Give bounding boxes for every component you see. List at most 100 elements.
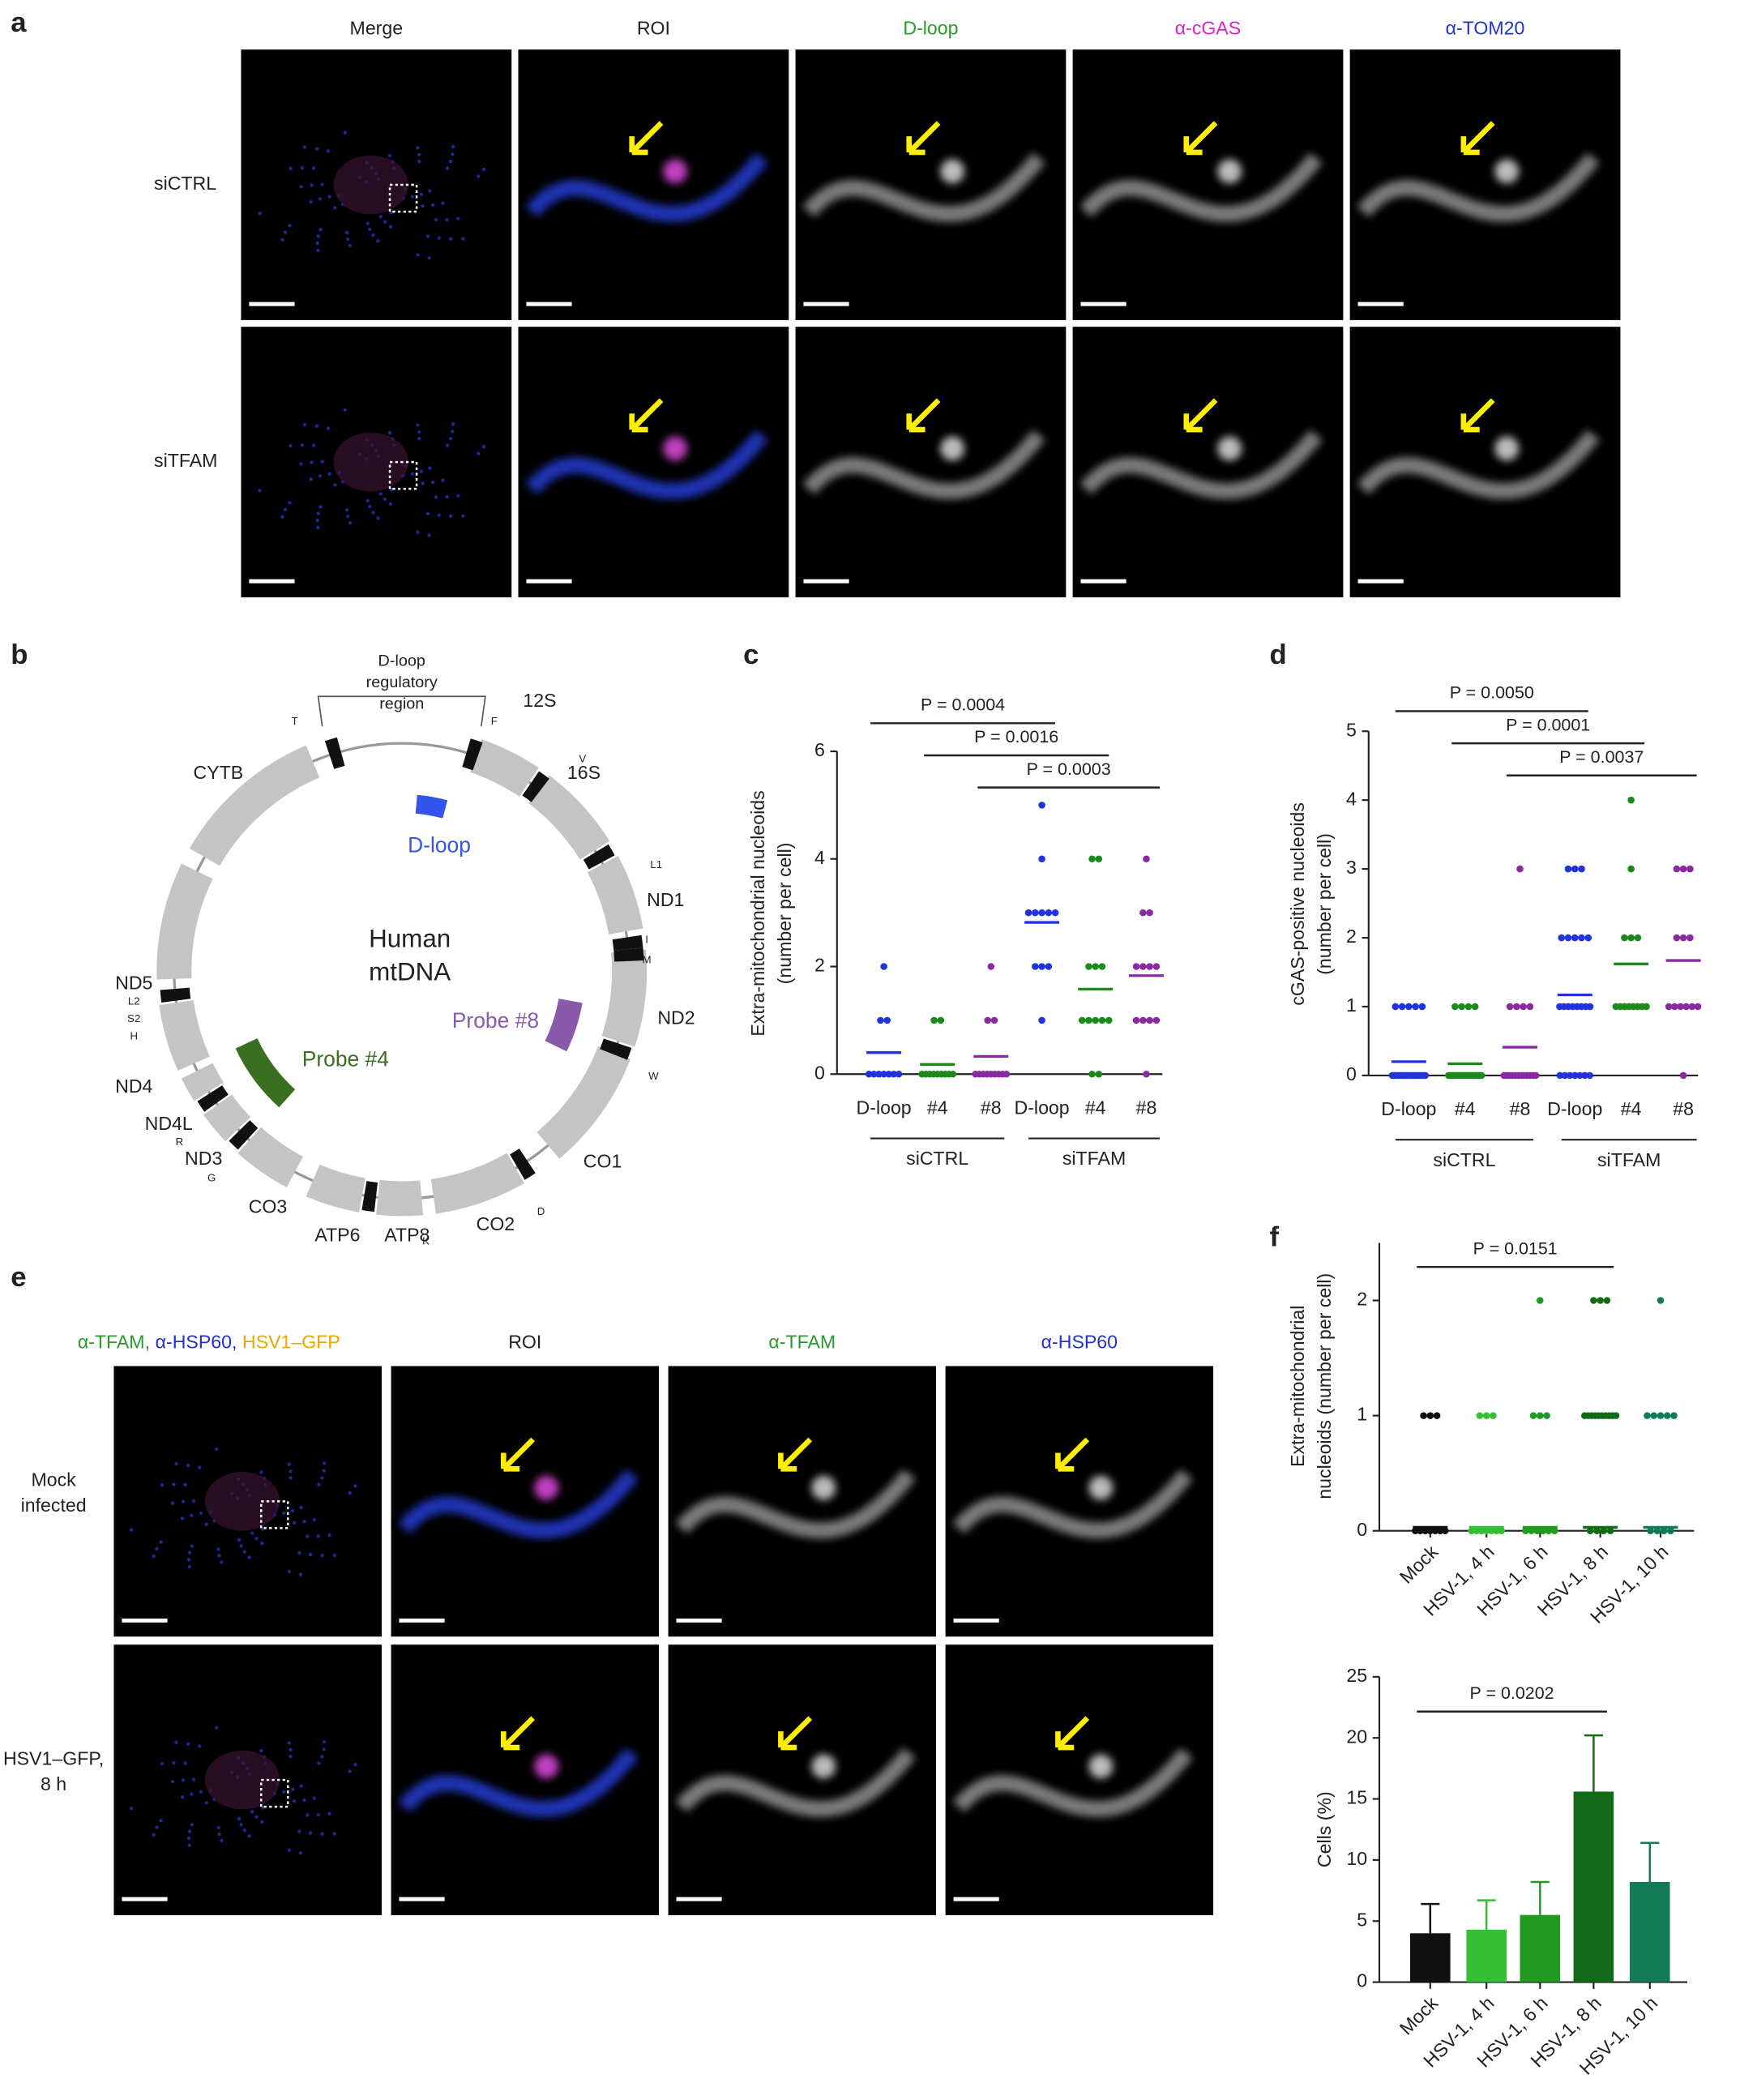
speck: [174, 1740, 178, 1744]
site-mark: [522, 771, 549, 802]
speck: [300, 443, 305, 447]
gene-arrow: [528, 775, 610, 860]
speck: [323, 1739, 327, 1744]
structure: [952, 1747, 1193, 1817]
data-point: [1426, 1527, 1434, 1535]
data-point: [1543, 1412, 1550, 1419]
site-label: L2: [128, 994, 140, 1007]
data-point: [1520, 1003, 1527, 1011]
data-point: [1586, 1003, 1594, 1011]
data-point: [1095, 855, 1103, 863]
data-point: [1561, 1071, 1569, 1080]
structure: [1357, 430, 1600, 499]
center-label: mtDNA: [369, 958, 451, 986]
data-point: [1105, 1016, 1113, 1024]
gene-label: 16S: [567, 762, 601, 783]
data-point: [1586, 1527, 1594, 1535]
data-point: [1677, 1003, 1684, 1011]
speck: [451, 430, 455, 434]
y-tick-label: 1: [1357, 1404, 1367, 1425]
data-point: [1451, 1003, 1459, 1011]
data-point: [1533, 1527, 1541, 1535]
gene-label: CO2: [477, 1213, 515, 1234]
header-label: α-TFAM,: [78, 1331, 150, 1352]
y-tick-label: 4: [814, 847, 825, 868]
spot: [1217, 436, 1242, 461]
y-tick-label: 0: [1346, 1063, 1357, 1084]
speck: [445, 443, 450, 447]
speck: [451, 144, 455, 149]
speck: [348, 1491, 352, 1495]
speck: [172, 1761, 176, 1765]
panel-label: c: [743, 639, 759, 670]
data-point: [1092, 963, 1099, 970]
speck: [419, 469, 424, 473]
y-tick-label: 2: [814, 955, 825, 976]
data-point: [1688, 1003, 1696, 1011]
data-point: [1663, 1412, 1671, 1419]
data-point: [865, 1070, 873, 1078]
structure: [398, 1747, 639, 1817]
speck: [289, 443, 293, 448]
speck: [190, 1513, 194, 1517]
bar: [1520, 1914, 1561, 1982]
data-point: [1657, 1412, 1665, 1419]
y-axis-label: Cells (%): [1314, 1791, 1335, 1867]
speck: [320, 1553, 324, 1558]
site-label: M: [643, 953, 652, 965]
speck: [299, 462, 303, 466]
x-tick-label: #8: [1510, 1098, 1531, 1119]
p-value: P = 0.0001: [1506, 715, 1590, 734]
speck: [260, 1542, 264, 1546]
speck: [327, 195, 331, 199]
speck: [345, 237, 350, 242]
speck: [311, 166, 316, 170]
spot: [940, 436, 965, 461]
data-point: [1488, 1527, 1495, 1535]
probe-label: Probe #8: [452, 1008, 539, 1033]
p-value: P = 0.0016: [974, 727, 1058, 746]
data-point: [1516, 865, 1524, 873]
speck: [389, 211, 394, 215]
speck: [310, 183, 314, 187]
speck: [174, 1461, 178, 1466]
speck: [417, 152, 421, 157]
site-label: G: [207, 1172, 216, 1184]
data-point: [1667, 1527, 1674, 1535]
speck: [430, 480, 435, 485]
speck: [302, 1798, 306, 1803]
data-point: [895, 1070, 903, 1078]
site-mark: [600, 1038, 632, 1060]
structure: [398, 1469, 639, 1539]
y-tick-label: 2: [1357, 1289, 1367, 1310]
column-label: α-HSP60: [1041, 1331, 1118, 1352]
gene-label: ATP6: [314, 1224, 360, 1245]
data-point: [1578, 865, 1585, 873]
speck: [327, 472, 331, 476]
site-mark: [612, 935, 643, 951]
speck: [309, 200, 313, 204]
data-point: [1132, 963, 1140, 970]
data-point: [1085, 1016, 1092, 1024]
speck: [348, 243, 353, 248]
site-label: R: [176, 1136, 184, 1148]
speck: [280, 237, 284, 242]
speck: [204, 1801, 208, 1805]
data-point: [1476, 1412, 1484, 1419]
speck: [199, 1511, 203, 1516]
data-point: [1528, 1527, 1535, 1535]
data-point: [1038, 802, 1045, 809]
x-tick-label: #8: [981, 1097, 1002, 1118]
column-label: ROI: [508, 1331, 541, 1352]
speck: [239, 1544, 243, 1548]
group-label: siCTRL: [906, 1148, 968, 1169]
data-point: [1627, 796, 1635, 804]
data-point: [1088, 1070, 1096, 1078]
speck: [254, 1815, 259, 1819]
speck: [451, 152, 455, 156]
arrow: [778, 1437, 813, 1472]
site-label: F: [491, 715, 498, 727]
structure: [525, 152, 768, 222]
x-tick-label: Mock: [1396, 1992, 1443, 2039]
speck: [419, 192, 424, 196]
